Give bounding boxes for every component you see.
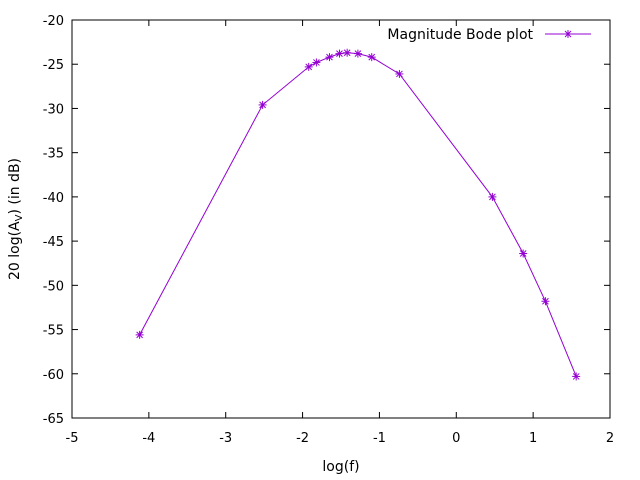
y-tick-label: -30	[43, 102, 64, 117]
y-tick-label: -35	[43, 147, 64, 162]
y-axis-label-tail: ) (in dB)	[7, 158, 23, 215]
y-tick-label: -40	[43, 191, 64, 206]
axis-ticks	[71, 19, 611, 419]
data-point	[135, 330, 144, 339]
data-point	[353, 49, 362, 58]
axis-tick-labels: -5 -4 -3 -2 -1 0 1 2 -20 -25 -30 -35 -40 -45 -50 -55 -60…	[43, 14, 614, 446]
y-axis-label: 20 log(AV) (in dB)	[7, 158, 25, 280]
x-tick-label: -1	[373, 431, 386, 446]
data-point	[519, 249, 528, 258]
data-point	[312, 58, 321, 67]
x-axis-label: log(f)	[322, 459, 359, 475]
y-tick-label: -25	[43, 58, 64, 73]
y-tick-label: -65	[43, 412, 64, 427]
data-point	[367, 53, 376, 62]
y-tick-label: -60	[43, 368, 64, 383]
y-tick-label: -45	[43, 235, 64, 250]
x-tick-label: -5	[66, 431, 79, 446]
y-tick-label: -20	[43, 14, 64, 29]
data-point	[258, 100, 267, 109]
plot-frame	[71, 19, 611, 419]
data-point	[335, 49, 344, 58]
data-point	[572, 372, 581, 381]
legend-marker	[564, 30, 572, 38]
y-tick-label: -50	[43, 279, 64, 294]
data-points	[135, 48, 581, 381]
data-point	[343, 48, 352, 57]
data-point	[325, 53, 334, 62]
x-tick-label: 2	[606, 431, 614, 446]
x-tick-label: 1	[529, 431, 537, 446]
x-tick-label: -2	[296, 431, 309, 446]
data-point	[488, 192, 497, 201]
legend-asterisk	[564, 30, 572, 38]
y-axis-label-subscript: V	[14, 214, 25, 221]
x-tick-label: -4	[142, 431, 155, 446]
x-tick-label: -3	[219, 431, 232, 446]
x-tick-label: 0	[452, 431, 460, 446]
legend-label: Magnitude Bode plot	[387, 27, 533, 43]
data-point	[304, 62, 313, 71]
series-line	[139, 52, 577, 377]
y-axis-label-main: 20 log(A	[7, 221, 23, 280]
data-point	[541, 297, 550, 306]
y-tick-label: -55	[43, 324, 64, 339]
data-point	[395, 69, 404, 78]
legend: Magnitude Bode plot	[387, 27, 591, 43]
